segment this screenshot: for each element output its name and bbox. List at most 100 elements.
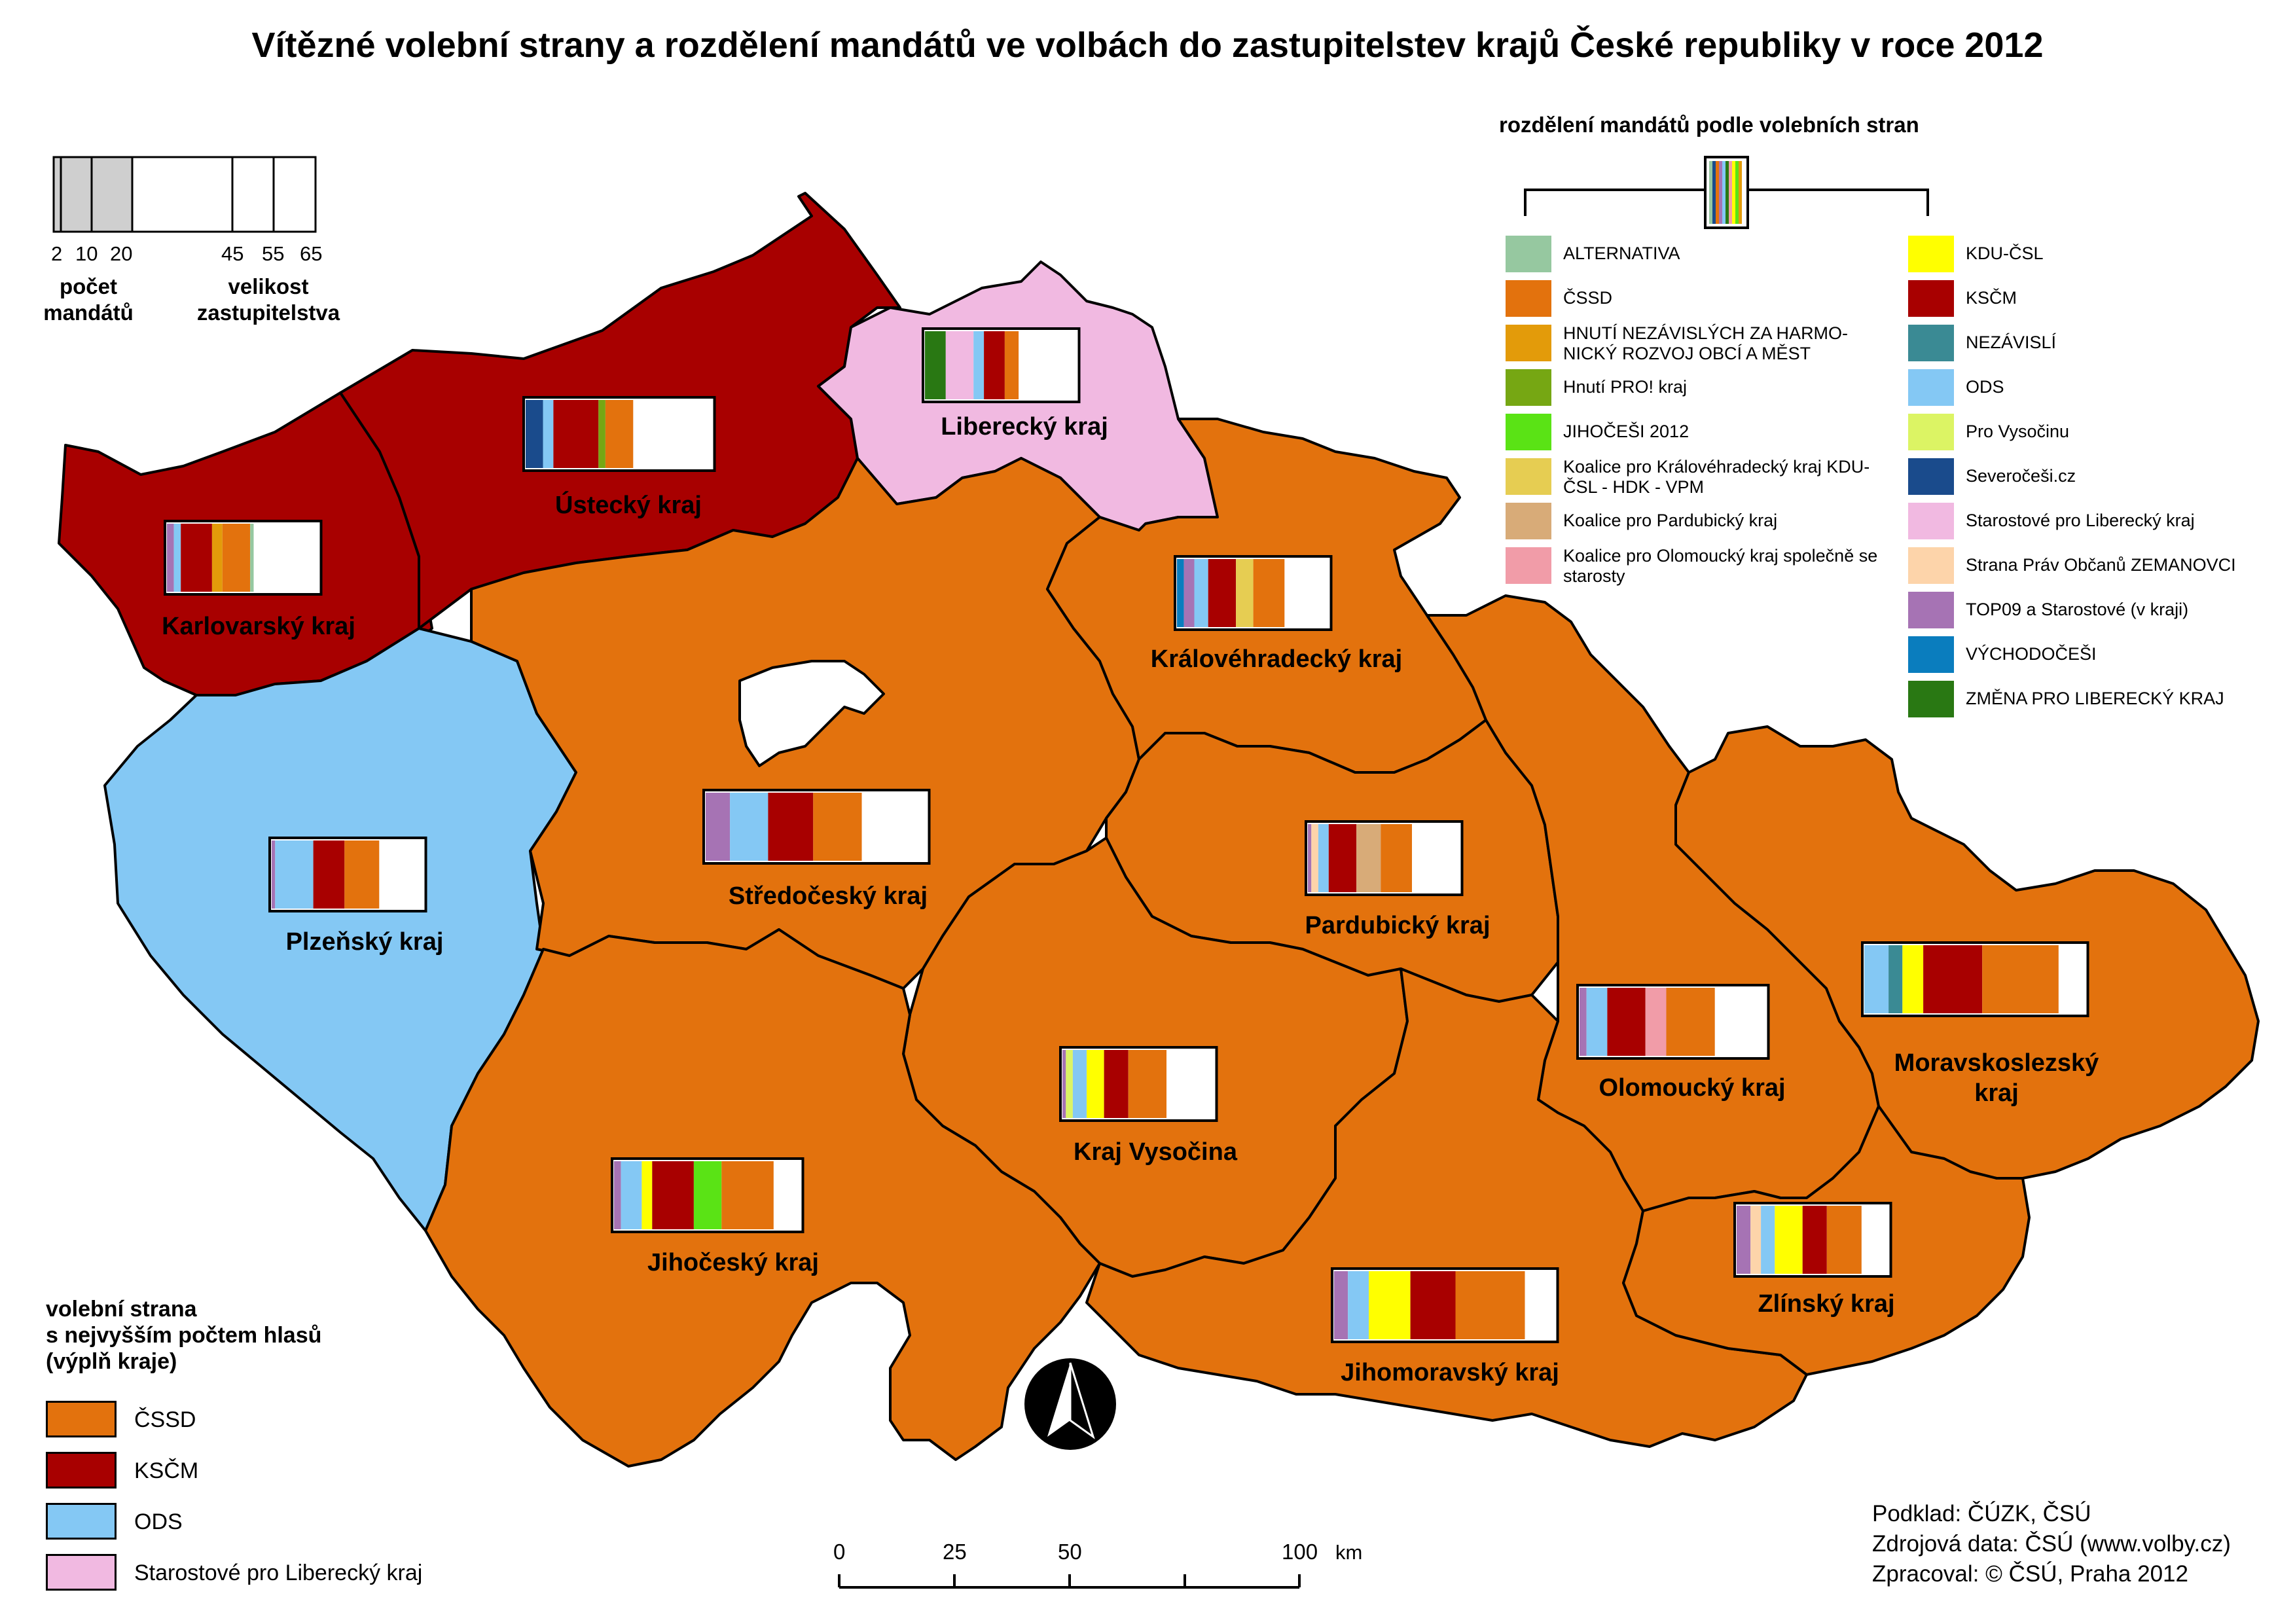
- region-label: Královéhradecký kraj: [1150, 645, 1403, 673]
- mandate-bar-segment: [945, 331, 974, 399]
- mandate-bar-segment: [272, 840, 276, 909]
- mandate-bar-segment: [173, 524, 181, 592]
- region-label: Jihočeský kraj: [647, 1249, 819, 1276]
- winner-legend-swatch: [46, 1401, 117, 1437]
- mandate-bar-segment: [1381, 824, 1412, 892]
- size-tick-65: 65: [300, 242, 323, 265]
- mandate-bar-segment: [1737, 1206, 1751, 1274]
- mandate-legend-label: Koalice pro Královéhradecký kraj KDU-ČSL…: [1563, 457, 1870, 497]
- region-label: Olomoucký kraj: [1599, 1074, 1786, 1102]
- mandate-bar-segment: [1066, 1050, 1073, 1118]
- mandate-bar-segment: [526, 400, 543, 468]
- mandate-legend-label: JIHOČEŠI 2012: [1563, 422, 1690, 441]
- mandate-bar-segment: [1308, 824, 1312, 892]
- mandate-bar-segment: [768, 793, 814, 861]
- winner-legend-title-line: s nejvyšším počtem hlasů: [46, 1323, 322, 1348]
- mandate-bar: [1174, 555, 1333, 631]
- mandate-bar-segment: [275, 840, 314, 909]
- mandate-bar-segment: [1194, 559, 1208, 627]
- mandate-bar-segment: [621, 1161, 642, 1229]
- mandate-bar-segment: [813, 793, 862, 861]
- scale-tick-50: 50: [1058, 1540, 1082, 1564]
- mandate-bar-segment: [1410, 1271, 1456, 1339]
- mandate-bar-segment: [1087, 1050, 1104, 1118]
- region-label: Karlovarský kraj: [162, 613, 355, 640]
- mandate-legend-swatch: [1506, 503, 1551, 539]
- region-label: Kraj Vysočina: [1074, 1138, 1237, 1166]
- mandate-bar-segment: [553, 400, 599, 468]
- mandate-bar-segment: [1750, 1206, 1762, 1274]
- mandate-legend-swatch: [1506, 236, 1551, 272]
- winner-legend-label: Starostové pro Liberecký kraj: [134, 1561, 423, 1585]
- credits: Podklad: ČÚZK, ČSÚ Zdrojová data: ČSÚ (w…: [1872, 1499, 2231, 1589]
- mandate-bar-segment: [1888, 945, 1903, 1013]
- mandate-legend-bracket: [1524, 189, 1929, 216]
- winner-legend-title-line: volební strana: [46, 1297, 197, 1322]
- mandate-legend-title: rozdělení mandátů podle volebních stran: [1499, 113, 1919, 137]
- mandate-bar-segment: [1369, 1271, 1411, 1339]
- size-legend-box: [52, 156, 317, 233]
- mandate-bar-segment: [721, 1161, 774, 1229]
- winner-legend-label: ČSSD: [134, 1407, 196, 1432]
- mandate-bar-segment: [1184, 559, 1195, 627]
- size-caption: velikost zastupitelstva: [196, 274, 340, 325]
- mandate-bar-segment: [1104, 1050, 1129, 1118]
- mandate-bar-segment: [1128, 1050, 1166, 1118]
- credit-line: Podklad: ČÚZK, ČSÚ: [1872, 1501, 2091, 1526]
- mandate-legend-swatch: [1908, 547, 1954, 584]
- mandate-bar: [268, 837, 427, 912]
- mandate-legend-swatch: [1506, 369, 1551, 406]
- mandate-bar-segment: [1318, 824, 1329, 892]
- mandate-bar-segment: [1826, 1206, 1862, 1274]
- size-tick-55: 55: [262, 242, 285, 265]
- mandate-bar: [164, 520, 323, 596]
- mandate-bar-segment: [652, 1161, 694, 1229]
- winner-legend-swatch: [46, 1503, 117, 1540]
- mandate-bar-segment: [167, 524, 174, 592]
- mandate-legend-swatch: [1506, 547, 1551, 584]
- mandate-legend-sample-bar: [1704, 156, 1749, 229]
- mandates-caption: počet mandátů: [43, 274, 134, 325]
- mandate-bar-segment: [1455, 1271, 1525, 1339]
- mandate-legend-label: HNUTÍ NEZÁVISLÝCH ZA HARMO-NICKÝ ROZVOJ …: [1563, 323, 1849, 363]
- mandate-bar-segment: [598, 400, 605, 468]
- mandate-bar-segment: [1902, 945, 1924, 1013]
- mandate-legend-label: Pro Vysočinu: [1966, 422, 2070, 441]
- mandate-bar-segment: [222, 524, 251, 592]
- mandate-legend-label: ZMĚNA PRO LIBERECKÝ KRAJ: [1966, 689, 2224, 708]
- mandate-legend-swatch: [1908, 236, 1954, 272]
- region-praha-shape: [738, 660, 885, 767]
- mandate-bar-segment: [693, 1161, 722, 1229]
- mandate-legend-label: KDU-ČSL: [1966, 244, 2044, 263]
- mandate-bar-segment: [1208, 559, 1237, 627]
- mandate-legend-label: NEZÁVISLÍ: [1966, 333, 2057, 352]
- mandate-bar-segment: [1666, 988, 1715, 1056]
- mandate-legend-swatch: [1908, 458, 1954, 495]
- size-tick-10: 10: [75, 242, 98, 265]
- mandate-bar-segment: [1982, 945, 2059, 1013]
- mandate-bar: [1733, 1202, 1892, 1278]
- mandate-bar-segment: [344, 840, 380, 909]
- mandate-legend-swatch: [1908, 503, 1954, 539]
- region-label: Zlínský kraj: [1758, 1290, 1895, 1318]
- scale-tick-0: 0: [833, 1540, 846, 1564]
- scale-unit: km: [1335, 1541, 1363, 1564]
- mandate-legend-label: Koalice pro Olomoucký kraj společně se s…: [1563, 546, 1878, 586]
- mandate-bar: [702, 789, 931, 865]
- winner-legend-swatch: [46, 1554, 117, 1591]
- region-label: Pardubický kraj: [1305, 912, 1491, 939]
- mandate-bar: [1576, 984, 1770, 1060]
- mandate-legend-label: Strana Práv Občanů ZEMANOVCI: [1966, 555, 2236, 575]
- scale-tick-100: 100: [1282, 1540, 1318, 1564]
- winner-legend-title: volební strana s nejvyšším počtem hlasů …: [46, 1296, 321, 1375]
- north-arrow-icon: [1024, 1358, 1116, 1450]
- mandate-legend-swatch: [1908, 325, 1954, 361]
- mandate-bar-segment: [543, 400, 554, 468]
- mandate-bar-segment: [1864, 945, 1889, 1013]
- mandate-bar-segment: [614, 1161, 621, 1229]
- mandate-legend-swatch: [1506, 280, 1551, 317]
- credit-line: Zdrojová data: ČSÚ (www.volby.cz): [1872, 1531, 2231, 1557]
- size-tick-2: 2: [51, 242, 63, 265]
- region-label: Liberecký kraj: [941, 413, 1108, 441]
